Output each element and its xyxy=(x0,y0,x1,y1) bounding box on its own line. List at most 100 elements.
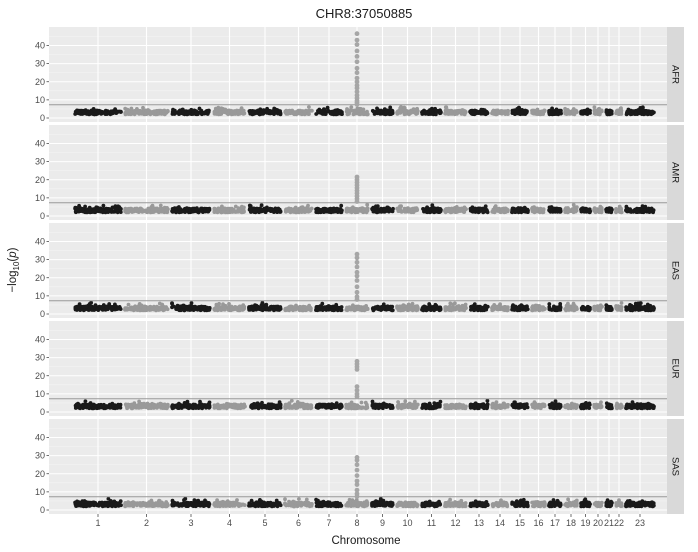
snp-point xyxy=(371,109,376,114)
y-tick-label: 40 xyxy=(35,41,45,51)
snp-point xyxy=(398,109,402,114)
y-tick-label: 30 xyxy=(35,255,45,265)
hit-point xyxy=(354,264,360,270)
snp-point xyxy=(472,207,477,211)
snp-point xyxy=(523,110,527,115)
snp-point xyxy=(459,208,464,213)
snp-point xyxy=(84,404,88,409)
snp-point xyxy=(104,305,109,309)
snp-point xyxy=(400,304,404,309)
snp-point xyxy=(323,306,327,311)
snp-point xyxy=(177,304,181,309)
snp-point xyxy=(389,112,394,116)
y-tick-label: 30 xyxy=(35,59,45,69)
snp-point xyxy=(362,305,367,310)
snp-point xyxy=(215,209,220,214)
facet-panels: 010203040AFR010203040AMR010203040EAS0102… xyxy=(35,27,684,515)
snp-point xyxy=(572,205,577,209)
snp-point xyxy=(598,307,603,312)
snp-point xyxy=(619,301,624,305)
snp-point xyxy=(129,307,133,312)
snp-point xyxy=(380,109,384,114)
snp-point xyxy=(141,105,145,110)
snp-point xyxy=(74,206,79,210)
snp-point xyxy=(504,110,509,115)
snp-point xyxy=(162,109,167,113)
snp-point xyxy=(370,207,375,212)
snp-point xyxy=(104,404,109,408)
snp-point xyxy=(189,301,194,305)
snp-point xyxy=(444,105,449,110)
snp-point xyxy=(548,209,553,214)
snp-point xyxy=(597,106,602,111)
snp-point xyxy=(523,306,528,311)
snp-point xyxy=(159,111,164,116)
snp-point xyxy=(535,112,540,116)
snp-point xyxy=(138,206,143,211)
snp-point xyxy=(322,112,327,116)
snp-point xyxy=(147,209,151,214)
snp-point xyxy=(455,210,460,214)
snp-point xyxy=(345,306,350,311)
snp-point xyxy=(73,112,78,116)
snp-point xyxy=(165,210,170,215)
snp-point xyxy=(384,109,389,114)
snp-point xyxy=(326,208,331,213)
snp-point xyxy=(203,110,208,115)
snp-point xyxy=(432,307,437,311)
snp-point xyxy=(530,109,535,114)
snp-point xyxy=(633,208,638,213)
snp-point xyxy=(135,308,140,312)
hit-point xyxy=(354,59,360,65)
hit-point xyxy=(354,70,360,76)
snp-point xyxy=(314,112,319,116)
snp-point xyxy=(437,210,442,215)
snp-point xyxy=(587,308,591,313)
snp-point xyxy=(93,403,97,408)
snp-point xyxy=(605,306,610,310)
snp-point xyxy=(572,112,577,117)
snp-point xyxy=(429,109,433,114)
snp-point xyxy=(93,210,97,215)
snp-point xyxy=(198,110,203,115)
snp-point xyxy=(556,207,560,212)
snp-point xyxy=(520,305,524,310)
snp-point xyxy=(92,108,97,113)
snp-point xyxy=(649,207,654,212)
snp-point xyxy=(413,111,418,115)
snp-point xyxy=(83,108,88,113)
snp-point xyxy=(569,308,574,312)
snp-point xyxy=(438,307,443,312)
snp-point xyxy=(497,206,501,211)
hit-point xyxy=(354,54,360,59)
snp-point xyxy=(259,111,264,115)
y-tick-label: 0 xyxy=(40,407,45,417)
snp-point xyxy=(540,111,545,115)
snp-point xyxy=(609,306,613,311)
snp-point xyxy=(236,109,241,114)
snp-point xyxy=(326,304,331,308)
snp-point xyxy=(146,305,151,310)
snp-point xyxy=(519,210,524,215)
snp-point xyxy=(239,109,244,114)
snp-point xyxy=(596,209,601,213)
snp-point xyxy=(219,106,224,111)
snp-point xyxy=(284,209,288,214)
snp-point xyxy=(422,305,427,310)
snp-point xyxy=(538,206,543,211)
snp-point xyxy=(142,305,147,310)
snp-point xyxy=(491,305,496,309)
snp-point xyxy=(178,210,182,214)
snp-point xyxy=(472,308,476,313)
snp-point xyxy=(333,111,337,115)
snp-point xyxy=(345,112,350,116)
y-tick-label: 30 xyxy=(35,353,45,363)
y-tick-label: 10 xyxy=(35,389,45,399)
snp-point xyxy=(278,109,282,113)
snp-point xyxy=(580,109,585,113)
snp-point xyxy=(218,307,223,311)
